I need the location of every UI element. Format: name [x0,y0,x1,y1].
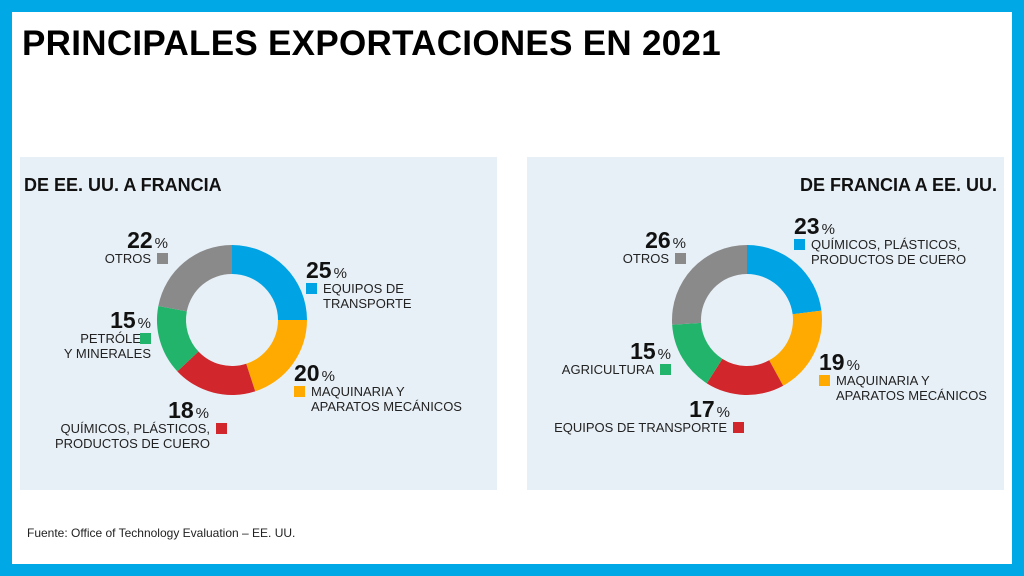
category-label: QUÍMICOS, PLÁSTICOS, PRODUCTOS DE CUERO [811,237,967,267]
category-label: EQUIPOS DE TRANSPORTE [323,281,412,311]
donut-slice-1-3 [672,322,723,384]
label-0-1: 20% MAQUINARIA Y APARATOS MECÁNICOS [294,361,462,414]
label-0-0: 25% EQUIPOS DE TRANSPORTE [306,258,412,311]
donut-slice-0-3 [157,305,199,372]
category-label: PETRÓLEO Y MINERALES [63,331,151,361]
value-label: 17 [689,396,715,422]
legend-swatch [306,283,317,294]
source-note: Fuente: Office of Technology Evaluation … [27,526,296,540]
value-label: 15 [630,338,656,364]
donut-slice-0-2 [177,351,256,395]
label-1-4: 26% OTROS [623,228,686,267]
donut-slice-1-1 [769,310,822,386]
donut-slice-0-0 [232,245,307,320]
donut-slice-1-2 [706,358,784,395]
label-1-1: 19% MAQUINARIA Y APARATOS MECÁNICOS [819,350,987,403]
category-label: EQUIPOS DE TRANSPORTE [554,420,727,435]
donut-slice-1-0 [747,245,822,315]
donut-slice-0-4 [158,245,232,312]
value-label: 18 [168,397,194,423]
donut-slice-1-4 [672,244,747,325]
percent-sign: % [672,235,686,252]
percent-sign: % [846,357,860,374]
legend-swatch [294,386,305,397]
chart-title-left: DE EE. UU. A FRANCIA [24,175,222,195]
percent-sign: % [137,315,151,332]
percent-sign: % [657,346,671,363]
legend-swatch [794,239,805,250]
value-label: 19 [819,349,845,375]
value-label: 25 [306,257,332,283]
chart-title-right: DE FRANCIA A EE. UU. [799,175,997,195]
label-0-2: 18% QUÍMICOS, PLÁSTICOS, PRODUCTOS DE CU… [55,398,227,451]
category-label: MAQUINARIA Y APARATOS MECÁNICOS [311,384,462,414]
percent-sign: % [716,404,730,421]
percent-sign: % [154,235,168,252]
category-label: OTROS [104,251,151,266]
legend-swatch [733,422,744,433]
label-1-3: 15% AGRICULTURA [562,339,671,378]
panel-france-to-us [527,157,1004,490]
page-title: PRINCIPALES EXPORTACIONES EN 2021 [22,24,722,63]
legend-swatch [140,333,151,344]
legend-swatch [216,423,227,434]
percent-sign: % [195,405,209,422]
legend-swatch [675,253,686,264]
value-label: 20 [294,360,320,386]
value-label: 26 [645,227,671,253]
category-label: QUÍMICOS, PLÁSTICOS, PRODUCTOS DE CUERO [54,421,210,451]
donut-slice-0-1 [246,320,307,392]
label-1-0: 23% QUÍMICOS, PLÁSTICOS, PRODUCTOS DE CU… [794,214,966,267]
legend-swatch [157,253,168,264]
category-label: AGRICULTURA [561,362,654,377]
value-label: 22 [127,227,153,253]
percent-sign: % [821,221,835,238]
label-0-4: 22% OTROS [105,228,168,267]
legend-swatch [660,364,671,375]
panel-us-to-france [20,157,497,490]
category-label: OTROS [622,251,669,266]
value-label: 23 [794,213,820,239]
percent-sign: % [321,368,335,385]
value-label: 15 [110,307,136,333]
label-1-2: 17% EQUIPOS DE TRANSPORTE [554,397,744,436]
percent-sign: % [333,265,347,282]
legend-swatch [819,375,830,386]
category-label: MAQUINARIA Y APARATOS MECÁNICOS [836,373,987,403]
label-0-3: 15% PETRÓLEO Y MINERALES [64,308,151,361]
